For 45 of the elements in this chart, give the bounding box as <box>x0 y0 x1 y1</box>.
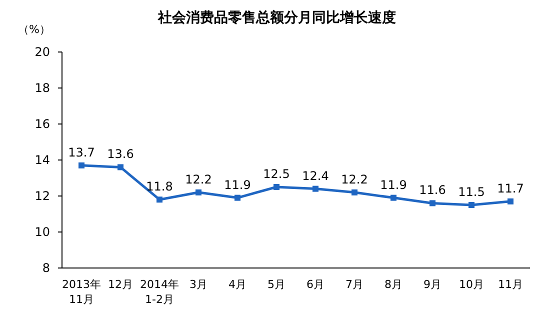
x-tick-label: 2014年 1-2月 <box>140 278 179 306</box>
data-label: 11.9 <box>224 178 251 192</box>
data-label: 11.5 <box>458 185 485 199</box>
point <box>118 164 124 170</box>
point <box>274 184 280 190</box>
y-axis-title: （%） <box>18 23 50 36</box>
y-tick-label: 8 <box>42 261 50 275</box>
data-label: 11.6 <box>419 183 446 198</box>
chart-title: 社会消费品零售总额分月同比增长速度 <box>157 9 396 26</box>
data-label: 12.2 <box>341 172 368 186</box>
data-label: 11.7 <box>497 181 524 196</box>
x-tick-label: 2013年 11月 <box>62 278 101 306</box>
y-tick-label: 14 <box>34 153 50 167</box>
x-tick-label: 6月 <box>306 278 324 291</box>
y-tick-label: 12 <box>34 189 50 203</box>
point <box>390 194 396 201</box>
x-tick-label: 8月 <box>384 278 402 291</box>
y-tick-label: 16 <box>34 117 50 131</box>
point <box>468 202 474 208</box>
point <box>430 200 436 206</box>
x-tick-label: 9月 <box>424 278 442 291</box>
point <box>234 194 240 201</box>
data-label: 13.6 <box>107 147 134 162</box>
x-tick-label: 11月 <box>498 278 523 291</box>
y-tick-label: 20 <box>34 45 50 59</box>
y-tick-label: 18 <box>34 81 50 95</box>
point <box>156 196 162 203</box>
x-tick-label: 10月 <box>459 278 484 291</box>
data-label: 12.4 <box>302 168 329 183</box>
point <box>352 189 358 196</box>
data-label: 12.2 <box>185 172 212 186</box>
x-tick-label: 5月 <box>268 278 286 291</box>
point <box>196 189 202 196</box>
x-tick-label: 3月 <box>190 278 208 291</box>
data-label: 12.5 <box>263 167 290 181</box>
data-label: 13.7 <box>68 145 95 160</box>
data-label: 11.8 <box>146 180 173 194</box>
point <box>78 162 84 168</box>
x-tick-label: 4月 <box>228 278 246 291</box>
point <box>312 186 318 192</box>
point <box>508 198 514 204</box>
data-label: 11.9 <box>380 178 407 192</box>
y-tick-label: 10 <box>34 225 50 239</box>
x-tick-label: 12月 <box>108 278 133 291</box>
x-tick-label: 7月 <box>346 278 364 291</box>
